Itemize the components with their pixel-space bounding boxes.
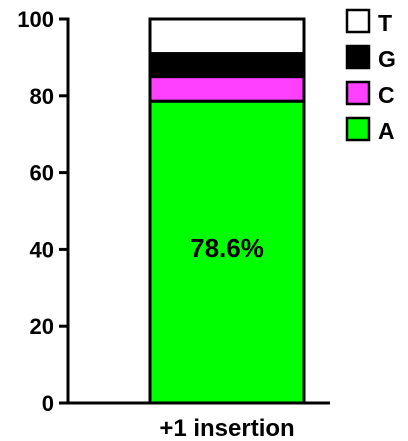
legend-label-G: G [378, 46, 396, 72]
y-tick-label: 0 [42, 391, 54, 416]
legend-label-A: A [378, 118, 395, 144]
axes [66, 17, 330, 405]
bar-segment-T [148, 17, 306, 56]
legend-label-C: C [378, 82, 395, 108]
bar-segment-C [148, 75, 306, 103]
legend-swatch-G [345, 44, 371, 70]
y-tick-label: 40 [30, 237, 54, 262]
legend-swatch-T [345, 8, 371, 34]
y-tick-label: 100 [17, 7, 54, 32]
legend-swatch-C [345, 80, 371, 106]
y-axis-ticks: 0 20 40 60 80 100 [17, 7, 68, 416]
bar-value-label: 78.6% [190, 233, 264, 263]
y-tick-label: 60 [30, 161, 54, 186]
legend-label-T: T [378, 10, 392, 36]
bar-segment-G [148, 52, 306, 79]
y-tick-label: 20 [30, 314, 54, 339]
y-tick-label: 80 [30, 84, 54, 109]
bar-stack [148, 17, 306, 405]
x-category-label: +1 insertion [159, 415, 294, 441]
bar-segment-A [148, 99, 306, 405]
legend-swatch-A [345, 116, 371, 142]
